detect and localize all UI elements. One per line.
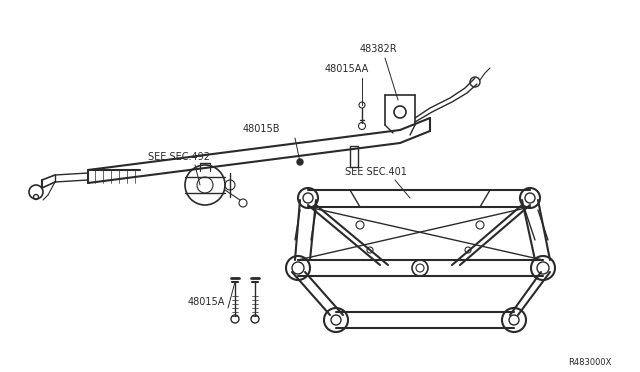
Text: 48015A: 48015A — [188, 297, 225, 307]
Text: R483000X: R483000X — [568, 358, 611, 367]
Circle shape — [297, 159, 303, 165]
Text: SEE SEC.401: SEE SEC.401 — [345, 167, 407, 177]
Text: 48015B: 48015B — [243, 124, 280, 134]
Text: 48015AA: 48015AA — [325, 64, 369, 74]
Text: 48382R: 48382R — [360, 44, 397, 54]
Text: SEE SEC.492: SEE SEC.492 — [148, 152, 210, 162]
